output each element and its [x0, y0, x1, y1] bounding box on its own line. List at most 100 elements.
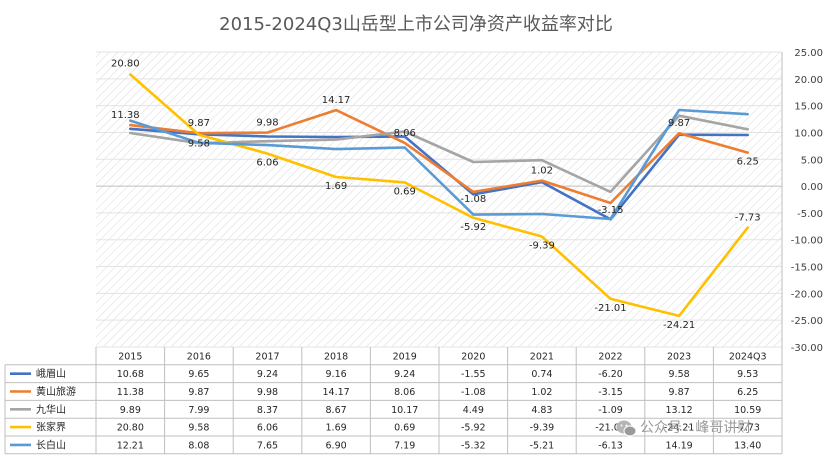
data-label: 6.06	[256, 158, 278, 169]
data-label: 9.98	[256, 118, 278, 129]
x-tick-label: 2019	[393, 351, 417, 362]
table-cell: -5.21	[530, 440, 555, 451]
data-label: -21.01	[594, 303, 626, 314]
table-cell: -7.73	[735, 423, 760, 434]
data-label: -1.08	[460, 194, 486, 205]
table-cell: 8.06	[394, 387, 415, 398]
data-label: 8.06	[394, 128, 416, 139]
series-lines	[129, 73, 750, 318]
y-tick-label: 0.00	[801, 182, 823, 193]
x-tick-label: 2015	[118, 351, 142, 362]
table-cell: 6.90	[326, 440, 347, 451]
x-tick-label: 2020	[461, 351, 485, 362]
data-label: 0.69	[394, 186, 416, 197]
table-cell: 4.49	[463, 405, 484, 416]
table-cell: 10.17	[391, 405, 418, 416]
x-tick-label: 2024Q3	[729, 351, 767, 362]
table-cell: 4.83	[531, 405, 552, 416]
data-label: 9.58	[188, 139, 210, 150]
legend-entry: 九华山	[36, 403, 66, 416]
y-tick-label: -15.00	[791, 263, 823, 274]
table-cell: 13.12	[665, 405, 692, 416]
y-tick-label: -5.00	[797, 209, 823, 220]
x-tick-label: 2018	[324, 351, 348, 362]
table-cell: -9.39	[530, 423, 555, 434]
data-label: -24.21	[663, 320, 695, 331]
y-tick-label: 25.00	[794, 48, 823, 59]
table-cell: 10.59	[734, 405, 761, 416]
table-cell: 6.25	[737, 387, 758, 398]
table-cell: 12.21	[117, 440, 144, 451]
table-cell: -5.32	[461, 440, 486, 451]
table-cell: 7.99	[188, 405, 209, 416]
table-cell: 9.53	[737, 369, 758, 380]
data-labels: 11.38 9.87 9.98 14.17 8.06 -1.08 1.02 -3.15 9.87…	[111, 59, 761, 331]
series-line-4	[129, 108, 750, 221]
table-cell: 14.17	[322, 387, 349, 398]
data-label: -9.39	[529, 240, 555, 251]
data-label: -3.15	[598, 205, 624, 216]
table-cell: -6.13	[598, 440, 623, 451]
table-cell: 9.58	[188, 423, 209, 434]
x-tick-label: 2023	[667, 351, 691, 362]
table-cell: 9.16	[326, 369, 347, 380]
table-cell: -6.20	[598, 369, 623, 380]
data-label: 11.38	[111, 110, 140, 121]
table-cell: 8.08	[188, 440, 209, 451]
table-cell: 10.68	[117, 369, 144, 380]
data-label: 1.69	[325, 181, 347, 192]
table-cell: -1.09	[598, 405, 623, 416]
table-cell: 0.69	[394, 423, 415, 434]
table-cell: 0.74	[531, 369, 552, 380]
data-label: 20.80	[111, 59, 140, 70]
table-cell: -24.21	[664, 423, 695, 434]
table-cell: 1.69	[326, 423, 347, 434]
data-label: 1.02	[531, 166, 553, 177]
gridlines	[96, 51, 782, 348]
y-tick-label: -20.00	[791, 289, 823, 300]
table-cell: 7.65	[257, 440, 278, 451]
table-cell: 6.06	[257, 423, 278, 434]
watermark: 公众号 · 峰哥讲财	[616, 420, 751, 437]
series-line-1	[129, 108, 750, 205]
wechat-icon	[616, 420, 637, 437]
y-tick-label: 15.00	[794, 102, 823, 113]
legend-entry: 张家界	[36, 421, 66, 434]
table-cell: 13.40	[734, 440, 761, 451]
legend-entry: 黄山旅游	[36, 385, 76, 398]
data-table: 2015 2016 2017 2018 2019 2020 2021 2022 2023 2024…	[4, 347, 783, 455]
table-cell: 9.87	[188, 387, 209, 398]
series-line-0	[129, 127, 750, 221]
chart-title: 2015-2024Q3山岳型上市公司净资产收益率对比	[219, 14, 613, 35]
table-cell: -21.01	[595, 423, 626, 434]
table-cell: 11.38	[117, 387, 144, 398]
y-axis: 25.00 20.00 15.00 10.00 5.00 0.00 -5.00 -10.00 -…	[781, 48, 823, 354]
y-tick-label: 20.00	[794, 75, 823, 86]
table-cell: -3.15	[598, 387, 623, 398]
table-cell: 7.19	[394, 440, 415, 451]
legend-entry: 长白山	[36, 438, 66, 451]
y-tick-label: -25.00	[791, 316, 823, 327]
table-cell: 14.19	[665, 440, 692, 451]
table-cell: -1.55	[461, 369, 486, 380]
y-tick-label: 10.00	[794, 128, 823, 139]
x-tick-label: 2022	[598, 351, 622, 362]
table-cell: 8.37	[257, 405, 278, 416]
data-label: 9.87	[668, 118, 690, 129]
y-tick-label: 5.00	[801, 155, 823, 166]
table-cell: 9.98	[257, 387, 278, 398]
legend-entry: 峨眉山	[36, 368, 66, 380]
table-cell: -1.08	[461, 387, 486, 398]
y-tick-label: -30.00	[791, 343, 823, 354]
x-tick-label: 2016	[187, 351, 211, 362]
y-tick-label: -10.00	[791, 236, 823, 247]
table-cell: -5.92	[461, 423, 486, 434]
data-label: 14.17	[322, 95, 351, 106]
table-cell: 9.65	[188, 369, 209, 380]
series-line-2	[129, 114, 750, 194]
data-label: -7.73	[735, 213, 761, 224]
data-label: 6.25	[737, 157, 759, 168]
data-label: 9.87	[188, 118, 210, 129]
table-cell: 9.87	[669, 387, 690, 398]
